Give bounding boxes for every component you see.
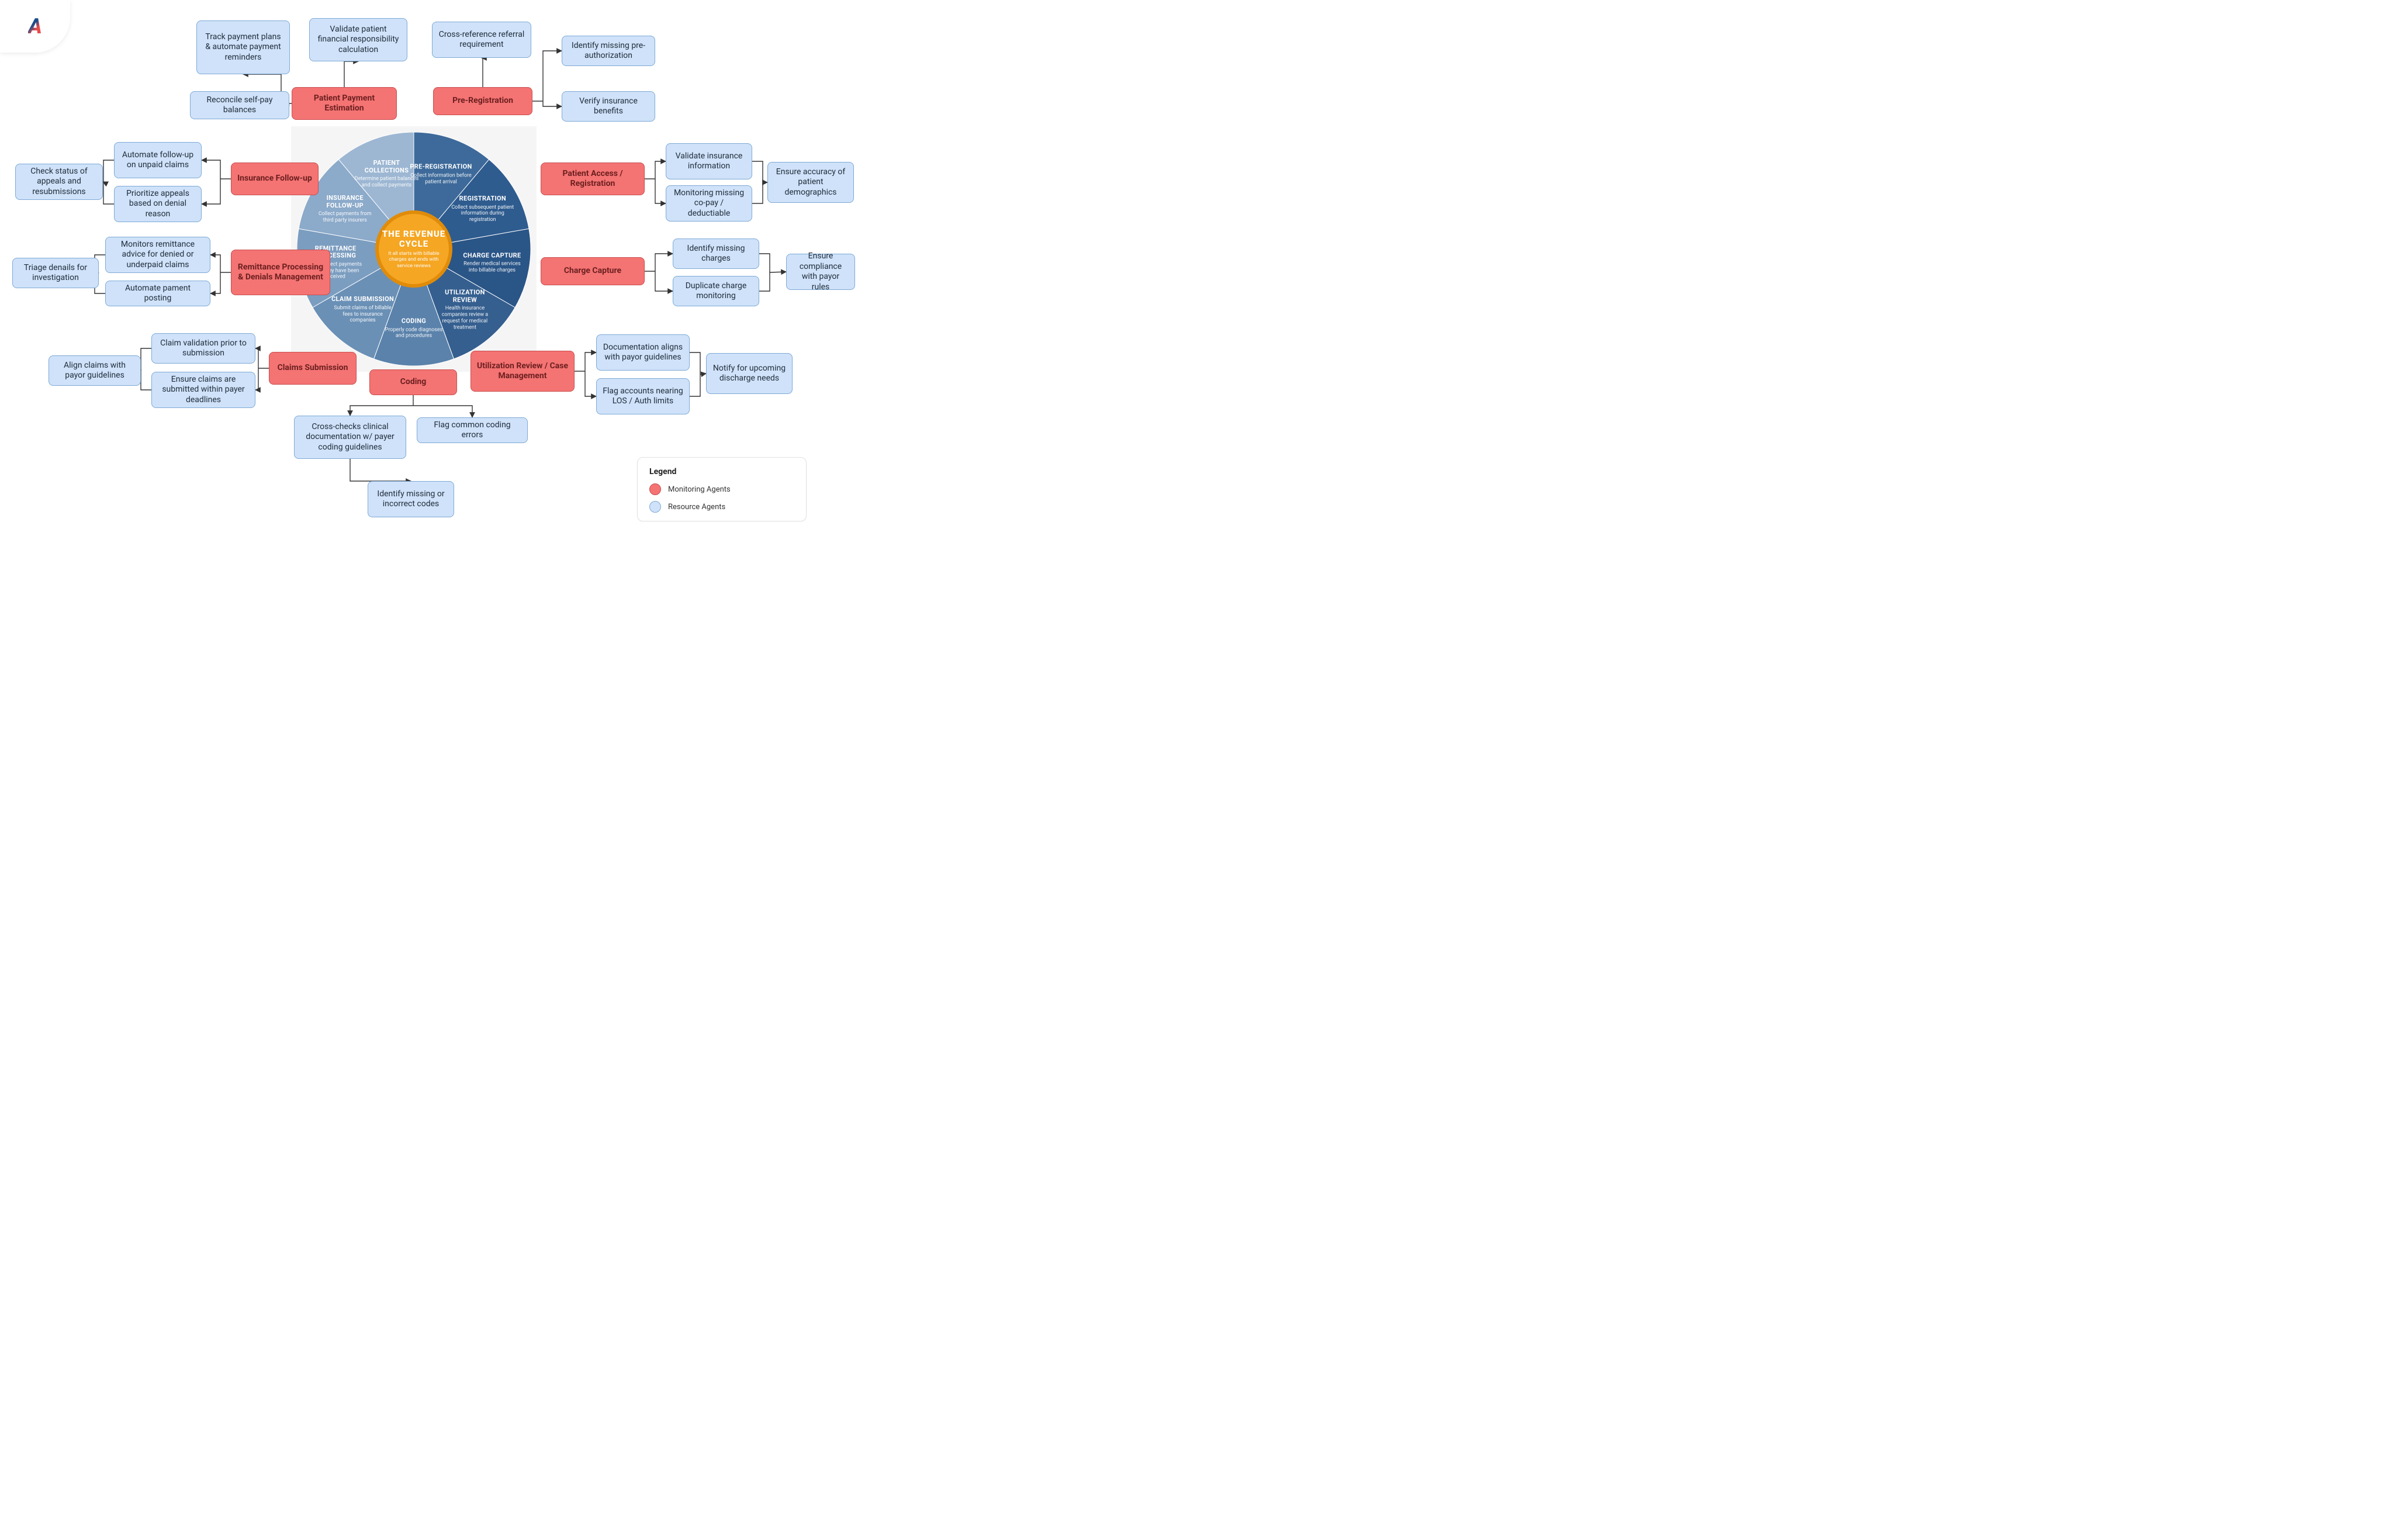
- node-label: Insurance Follow-up: [237, 174, 312, 184]
- resource-node-r_monmiss: Monitoring missing co-pay / deductiable: [666, 185, 752, 222]
- node-label: Cross-reference referral requirement: [438, 30, 525, 50]
- resource-node-r_verify: Verify insurance benefits: [562, 91, 655, 122]
- diagram-canvas: PRE-REGISTRATIONCollect information befo…: [0, 0, 860, 546]
- resource-node-r_idcode: Identify missing or incorrect codes: [368, 481, 454, 517]
- node-label: Validate insurance information: [672, 151, 746, 172]
- node-label: Monitors remittance advice for denied or…: [112, 240, 204, 271]
- node-label: Validate patient financial responsibilit…: [316, 25, 401, 56]
- node-label: Identify missing or incorrect codes: [374, 489, 448, 510]
- node-label: Align claims with payor guidelines: [55, 361, 134, 381]
- resource-node-r_flaglos: Flag accounts nearing LOS / Auth limits: [596, 378, 690, 414]
- node-label: Cross-checks clinical documentation w/ p…: [300, 422, 400, 453]
- node-label: Flag common coding errors: [423, 420, 521, 441]
- legend: Legend Monitoring Agents Resource Agents: [637, 457, 807, 521]
- legend-title: Legend: [649, 467, 794, 476]
- monitor-node-m_pay: Patient Payment Estimation: [292, 87, 397, 120]
- resource-node-r_triage: Triage denails for investigation: [12, 258, 99, 288]
- legend-label: Resource Agents: [668, 503, 725, 511]
- resource-node-r_flagerr: Flag common coding errors: [417, 417, 528, 443]
- resource-node-r_crossref: Cross-reference referral requirement: [432, 22, 531, 58]
- resource-node-r_autopost: Automate pament posting: [105, 281, 210, 306]
- node-label: Prioritize appeals based on denial reaso…: [120, 189, 195, 220]
- node-label: Identify missing charges: [679, 244, 753, 264]
- resource-node-r_checkstat: Check status of appeals and resubmission…: [15, 164, 103, 200]
- resource-node-r_comply: Ensure compliance with payor rules: [786, 254, 855, 290]
- resource-node-r_ontime: Ensure claims are submitted within payer…: [151, 372, 255, 408]
- resource-node-r_claimval: Claim validation prior to submission: [151, 333, 255, 364]
- resource-node-r_idcharge: Identify missing charges: [673, 238, 759, 269]
- node-label: Identify missing pre-authorization: [568, 41, 649, 61]
- monitor-node-m_charge: Charge Capture: [541, 257, 645, 285]
- resource-node-r_monrem: Monitors remittance advice for denied or…: [105, 237, 210, 273]
- resource-node-r_docalign: Documentation aligns with payor guidelin…: [596, 334, 690, 371]
- node-label: Remittance Processing & Denials Manageme…: [237, 262, 324, 283]
- node-label: Charge Capture: [564, 266, 621, 276]
- resource-node-r_prio: Prioritize appeals based on denial reaso…: [114, 186, 202, 222]
- resource-node-r_validfin: Validate patient financial responsibilit…: [309, 18, 407, 61]
- resource-node-r_align: Align claims with payor guidelines: [49, 355, 141, 386]
- monitor-node-m_pre: Pre-Registration: [433, 87, 532, 115]
- node-label: Claims Submission: [278, 363, 348, 374]
- legend-swatch: [649, 483, 661, 495]
- node-label: Ensure claims are submitted within payer…: [158, 375, 249, 406]
- monitor-node-m_util: Utilization Review / Case Management: [470, 351, 575, 392]
- resource-node-r_xcheck: Cross-checks clinical documentation w/ p…: [294, 416, 406, 459]
- resource-node-r_validins: Validate insurance information: [666, 143, 752, 179]
- legend-row: Monitoring Agents: [649, 483, 794, 495]
- node-label: Check status of appeals and resubmission…: [22, 167, 96, 198]
- wheel-hub: THE REVENUE CYCLEIt all starts with bill…: [375, 210, 452, 288]
- monitor-node-m_ins: Insurance Follow-up: [231, 163, 319, 195]
- resource-node-r_idpre: Identify missing pre-authorization: [562, 36, 655, 66]
- node-label: Coding: [400, 377, 427, 388]
- resource-node-r_track: Track payment plans & automate payment r…: [196, 20, 290, 74]
- legend-label: Monitoring Agents: [668, 485, 731, 494]
- node-label: Monitoring missing co-pay / deductiable: [672, 188, 746, 219]
- node-label: Automate follow-up on unpaid claims: [120, 150, 195, 171]
- node-label: Duplicate charge monitoring: [679, 281, 753, 302]
- node-label: Notify for upcoming discharge needs: [712, 364, 786, 384]
- node-label: Ensure accuracy of patient demographics: [774, 167, 847, 198]
- resource-node-r_autofu: Automate follow-up on unpaid claims: [114, 142, 202, 178]
- node-label: Reconcile self-pay balances: [196, 95, 283, 116]
- node-label: Track payment plans & automate payment r…: [203, 32, 283, 63]
- monitor-node-m_coding: Coding: [369, 369, 457, 395]
- node-label: Patient Access / Registration: [547, 169, 638, 189]
- node-label: Verify insurance benefits: [568, 96, 649, 117]
- resource-node-r_notify: Notify for upcoming discharge needs: [706, 353, 793, 394]
- resource-node-r_dupe: Duplicate charge monitoring: [673, 276, 759, 306]
- node-label: Flag accounts nearing LOS / Auth limits: [603, 386, 683, 407]
- node-label: Pre-Registration: [452, 96, 513, 106]
- legend-swatch: [649, 501, 661, 513]
- node-label: Utilization Review / Case Management: [477, 361, 568, 382]
- monitor-node-m_access: Patient Access / Registration: [541, 163, 645, 195]
- resource-node-r_demo: Ensure accuracy of patient demographics: [767, 162, 854, 203]
- node-label: Triage denails for investigation: [19, 263, 92, 284]
- resource-node-r_recon: Reconcile self-pay balances: [190, 91, 289, 119]
- monitor-node-m_remit: Remittance Processing & Denials Manageme…: [231, 250, 330, 295]
- node-label: Ensure compliance with payor rules: [793, 251, 849, 292]
- node-label: Documentation aligns with payor guidelin…: [603, 343, 683, 363]
- monitor-node-m_claims: Claims Submission: [269, 352, 357, 385]
- node-label: Automate pament posting: [112, 284, 204, 304]
- node-label: Claim validation prior to submission: [158, 338, 249, 359]
- node-label: Patient Payment Estimation: [298, 94, 390, 114]
- legend-row: Resource Agents: [649, 501, 794, 513]
- revenue-cycle-wheel: PRE-REGISTRATIONCollect information befo…: [291, 126, 537, 372]
